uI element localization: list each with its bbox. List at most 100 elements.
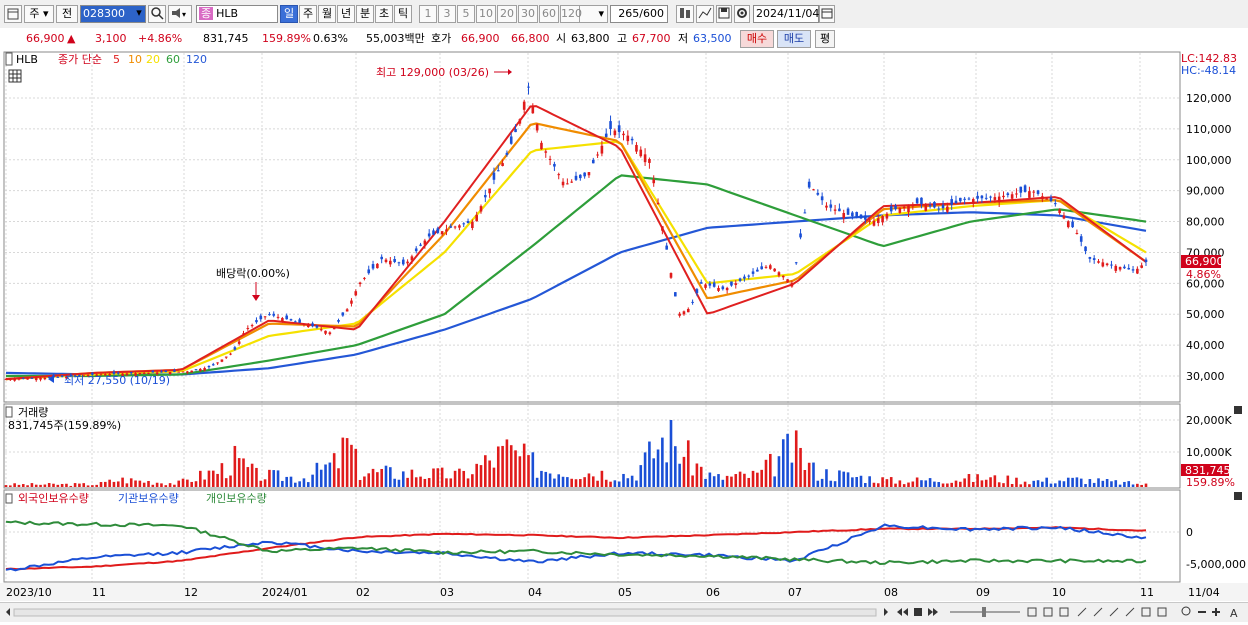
sell-button[interactable]: 매도 [777, 30, 811, 48]
scroll-left-icon[interactable] [6, 608, 10, 616]
interval-button-3[interactable]: 3 [438, 5, 456, 23]
candle-body [540, 142, 543, 150]
candle-body [1002, 195, 1005, 198]
volume-bar [138, 480, 142, 487]
zoom-slider-handle[interactable] [982, 607, 986, 617]
speaker-icon[interactable]: ▾ [168, 5, 192, 23]
chevron-down-icon[interactable]: ▾ [136, 6, 142, 19]
volume-bar [816, 480, 820, 487]
interval-button-5[interactable]: 5 [457, 5, 475, 23]
volume-bar [591, 476, 595, 487]
candle-body [233, 347, 237, 350]
date-input[interactable]: 2024/11/04 [753, 5, 819, 23]
holding-panel-close-icon[interactable] [1234, 492, 1242, 500]
zoom-icon[interactable] [676, 5, 694, 23]
candle-body [661, 226, 664, 231]
candle-body [328, 332, 332, 335]
period-button-0[interactable]: 일 [280, 5, 298, 23]
high-annotation: 최고 129,000 (03/26) [376, 66, 489, 79]
buy-button[interactable]: 매수 [740, 30, 774, 48]
candle-body [699, 282, 703, 284]
horizontal-scrollbar[interactable] [13, 608, 877, 617]
rewind-icon-2[interactable] [903, 608, 908, 616]
volume-bar [263, 479, 267, 487]
volume-bar [147, 480, 150, 487]
volume-bar [186, 479, 189, 487]
candle-body [708, 283, 712, 286]
price-y-label: 80,000 [1186, 216, 1225, 229]
candle-body [691, 301, 694, 303]
scroll-right-icon[interactable] [884, 608, 888, 616]
candle-body [777, 272, 781, 276]
period-button-2[interactable]: 월 [318, 5, 336, 23]
save-icon[interactable] [716, 5, 732, 23]
calendar-icon[interactable] [819, 5, 835, 23]
period-button-6[interactable]: 틱 [394, 5, 412, 23]
rewind-icon[interactable] [897, 608, 902, 616]
candle-body [838, 208, 841, 212]
candle-body [462, 223, 466, 225]
volume-bar [13, 483, 16, 487]
market-select[interactable]: 주 ▾ [24, 5, 54, 23]
evaluate-button[interactable]: 평 [815, 30, 835, 48]
volume-bar [790, 462, 794, 487]
interval-button-1[interactable]: 1 [419, 5, 437, 23]
candle-body [643, 154, 647, 163]
volume-bar [769, 453, 772, 487]
volume-bar [181, 478, 185, 487]
volume-panel-close-icon[interactable] [1234, 406, 1242, 414]
legend-individual: 개인보유수량 [206, 492, 267, 505]
candle-body [971, 199, 975, 204]
magnifier-icon[interactable] [1181, 606, 1191, 616]
interval-button-120[interactable]: 120 [560, 5, 582, 23]
volume-bar [1075, 477, 1079, 487]
stock-name-field[interactable]: 종 HLB [196, 5, 278, 23]
candle-body [9, 378, 12, 381]
candle-body [924, 205, 928, 211]
interval-button-20[interactable]: 20 [497, 5, 517, 23]
candle-body [281, 318, 284, 322]
search-icon[interactable] [148, 5, 166, 23]
stop-icon[interactable] [914, 608, 922, 616]
period-button-4[interactable]: 분 [356, 5, 374, 23]
candle-body [807, 181, 811, 188]
drawing-tools-icon[interactable] [1027, 607, 1167, 617]
count-display[interactable]: 265/600 [610, 5, 668, 23]
volume-bar [458, 468, 461, 487]
volume-ratio: 159.89% [262, 32, 311, 45]
auto-scale-icon[interactable]: A [1230, 607, 1238, 620]
volume-bar [52, 483, 55, 487]
candle-body [1045, 198, 1048, 200]
period-button-3[interactable]: 년 [337, 5, 355, 23]
candle-body [496, 170, 500, 172]
period-button-5[interactable]: 초 [375, 5, 393, 23]
candle-body [794, 262, 798, 264]
candle-body [1058, 209, 1061, 214]
volume-bar [518, 456, 522, 487]
market-select-label: 주 [29, 7, 40, 20]
interval-button-10[interactable]: 10 [476, 5, 496, 23]
interval-button-60[interactable]: 60 [539, 5, 559, 23]
volume-bar [652, 458, 656, 487]
volume-bar [363, 476, 366, 487]
stock-code-input[interactable]: 028300 [80, 5, 146, 23]
candle-body [738, 278, 742, 281]
play-icon[interactable] [928, 608, 933, 616]
candle-body [548, 158, 552, 160]
gear-icon[interactable] [734, 5, 750, 23]
crosshair-icon[interactable] [696, 5, 714, 23]
fast-forward-icon[interactable] [933, 608, 938, 616]
candle-body [134, 373, 137, 376]
candle-body [1092, 258, 1096, 261]
volume-bar [496, 446, 500, 487]
stock-chart[interactable]: HLB 종가 단순 5 10 20 60 120 LC:142.83 HC:-4… [0, 50, 1248, 602]
volume-bar [548, 473, 552, 487]
prev-button[interactable]: 전 [56, 5, 78, 23]
interval-button-30[interactable]: 30 [518, 5, 538, 23]
window-icon[interactable] [4, 5, 22, 23]
period-button-1[interactable]: 주 [299, 5, 317, 23]
grid-table-icon[interactable] [8, 69, 22, 83]
candle-body [557, 174, 561, 176]
candle-body [445, 229, 448, 232]
candle-body [436, 228, 440, 233]
